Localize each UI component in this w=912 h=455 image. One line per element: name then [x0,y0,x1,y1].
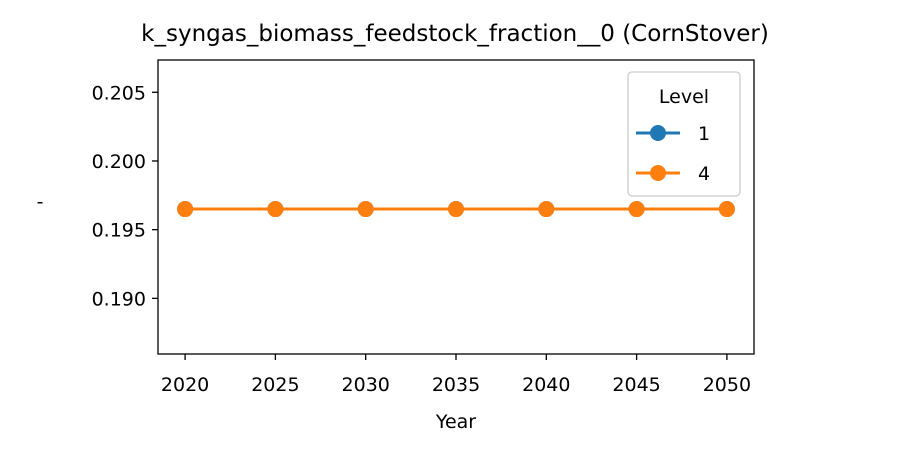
x-tick-label: 2050 [703,374,751,396]
data-point [357,201,374,218]
legend-marker [650,165,666,181]
legend-items: 14 [636,123,710,185]
data-point [628,201,645,218]
y-axis-label: - [37,191,44,213]
legend: Level 14 [627,71,741,197]
y-tick-label: 0.205 [92,82,146,104]
data-point [718,201,735,218]
data-point [177,201,194,218]
y-tick-label: 0.200 [92,151,146,173]
data-point [267,201,284,218]
series-4 [177,201,735,218]
data-point [448,201,464,218]
legend-box [627,71,741,197]
x-tick-label: 2025 [251,374,299,396]
chart-title: k_syngas_biomass_feedstock_fraction__0 (… [141,21,769,47]
legend-label: 1 [698,123,710,145]
legend-label: 4 [698,163,710,185]
legend-item: 4 [636,163,710,185]
y-axis-ticks: 0.190 0.195 0.200 0.205 [92,82,158,310]
legend-item: 1 [636,123,710,145]
legend-title: Level [659,86,709,108]
x-tick-label: 2045 [612,374,660,396]
data-point [538,201,555,218]
legend-marker [650,125,666,141]
series-layer [177,201,735,218]
x-tick-label: 2035 [432,374,480,396]
x-tick-label: 2030 [342,374,390,396]
x-axis-label: Year [435,411,476,433]
x-tick-label: 2020 [161,374,209,396]
x-axis-ticks: 2020 2025 2030 2035 2040 2045 2050 [161,354,751,396]
y-tick-label: 0.195 [92,220,146,242]
y-tick-label: 0.190 [92,288,146,310]
x-tick-label: 2040 [522,374,570,396]
plot-frame [157,59,755,355]
